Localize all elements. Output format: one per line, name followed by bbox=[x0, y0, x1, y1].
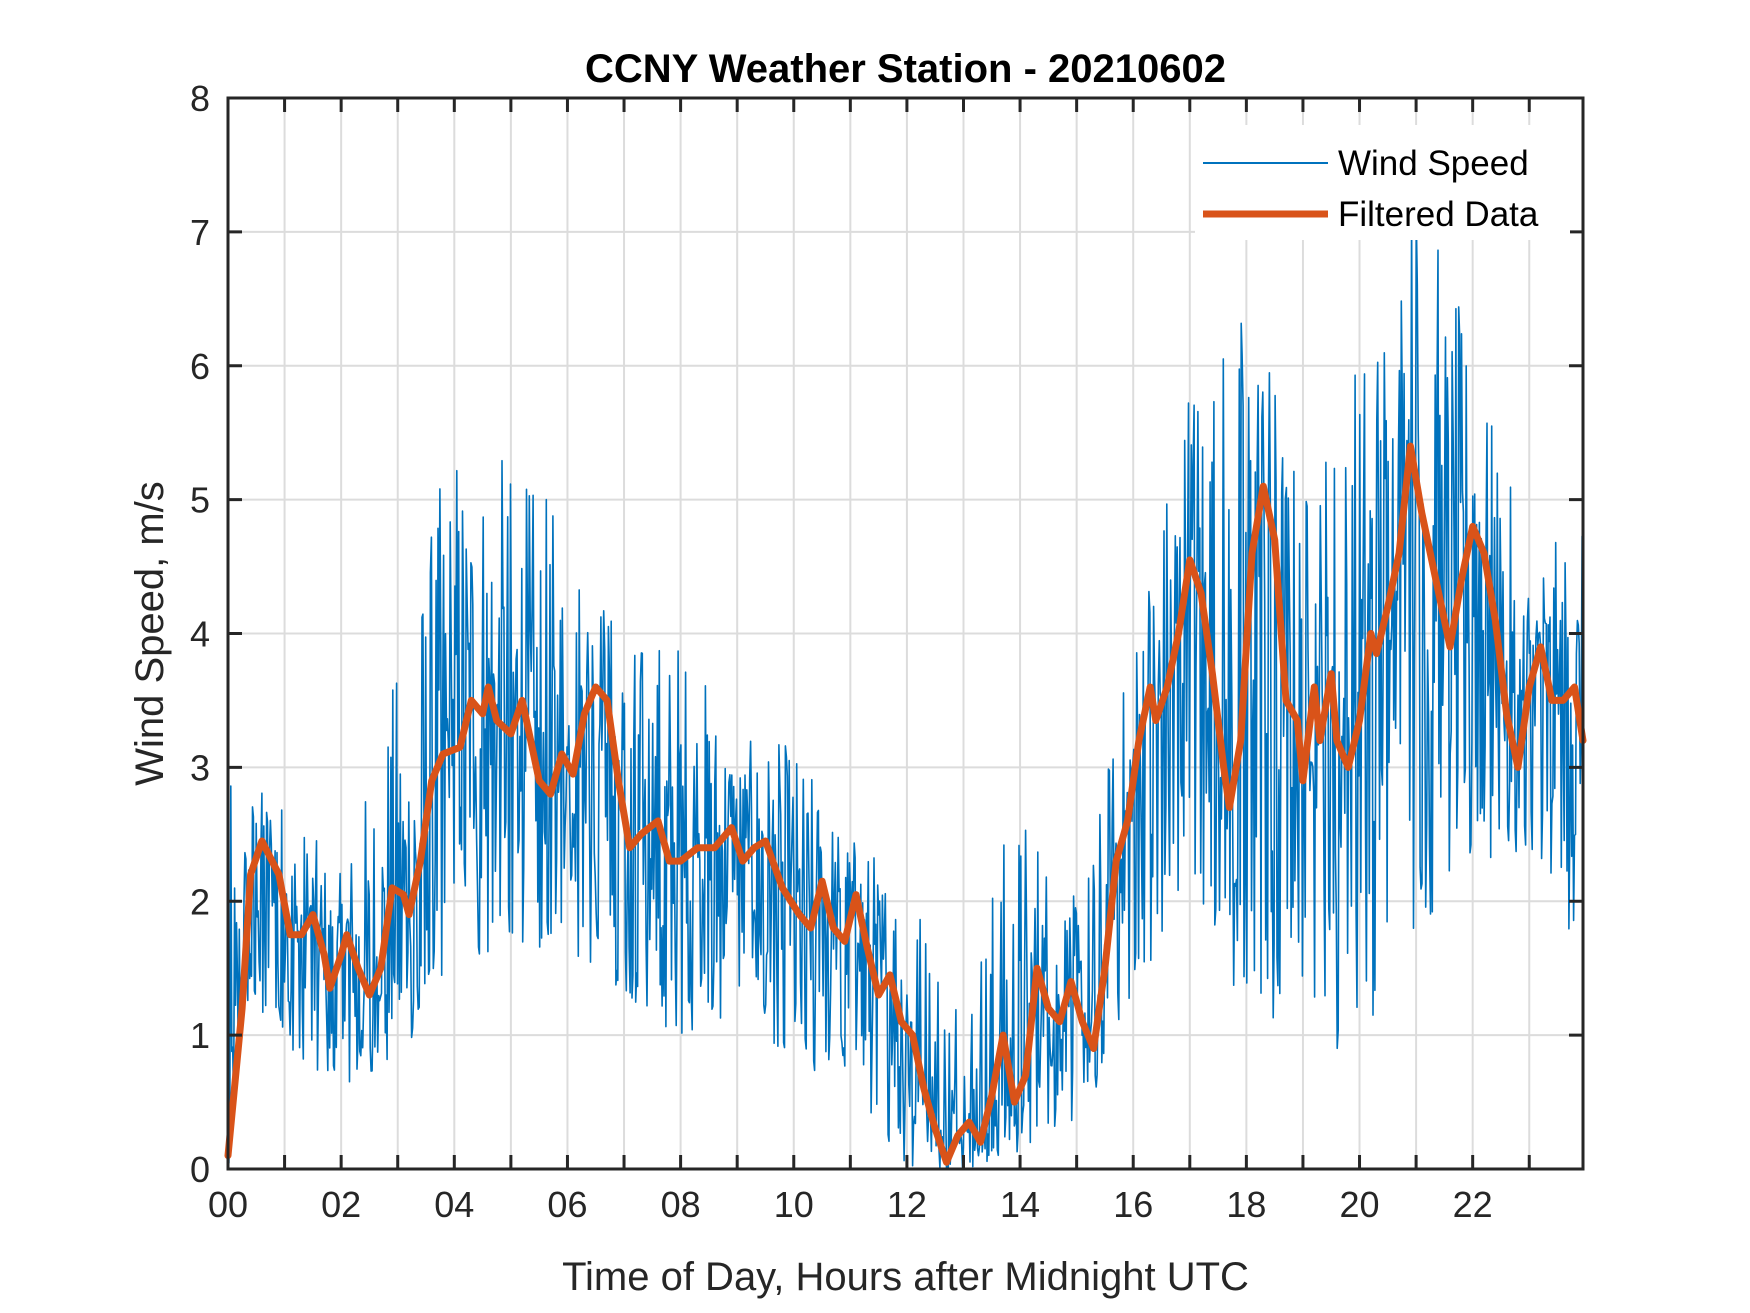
x-tick-label: 20 bbox=[1340, 1184, 1380, 1225]
legend-label-filtered-data: Filtered Data bbox=[1338, 195, 1539, 234]
y-tick-label: 8 bbox=[190, 78, 210, 119]
series-wind-speed bbox=[227, 213, 1584, 1170]
y-tick-label: 7 bbox=[190, 212, 210, 253]
wind-speed-line bbox=[227, 213, 1584, 1170]
x-tick-label: 00 bbox=[208, 1184, 248, 1225]
x-tick-label: 06 bbox=[547, 1184, 587, 1225]
y-tick-label: 1 bbox=[190, 1015, 210, 1056]
x-tick-label: 14 bbox=[1000, 1184, 1040, 1225]
x-tick-label: 04 bbox=[434, 1184, 474, 1225]
x-tick-label: 16 bbox=[1113, 1184, 1153, 1225]
y-tick-label: 5 bbox=[190, 480, 210, 521]
y-axis-label: Wind Speed, m/s bbox=[128, 481, 172, 786]
filtered-data-line bbox=[224, 442, 1587, 1166]
x-axis-label: Time of Day, Hours after Midnight UTC bbox=[562, 1255, 1249, 1299]
y-tick-label: 3 bbox=[190, 747, 210, 788]
y-tick-label: 6 bbox=[190, 346, 210, 387]
x-tick-label: 18 bbox=[1226, 1184, 1266, 1225]
y-tick-label: 2 bbox=[190, 881, 210, 922]
y-tick-label: 0 bbox=[190, 1149, 210, 1190]
legend: Wind Speed Filtered Data bbox=[1195, 125, 1570, 240]
x-tick-label: 08 bbox=[661, 1184, 701, 1225]
legend-background bbox=[1195, 125, 1570, 240]
legend-label-wind-speed: Wind Speed bbox=[1338, 144, 1529, 183]
series-filtered-data bbox=[224, 442, 1587, 1166]
chart-title: CCNY Weather Station - 20210602 bbox=[585, 47, 1226, 91]
x-tick-label: 22 bbox=[1453, 1184, 1493, 1225]
x-tick-label: 02 bbox=[321, 1184, 361, 1225]
x-tick-label: 12 bbox=[887, 1184, 927, 1225]
y-tick-label: 4 bbox=[190, 614, 210, 655]
ticks bbox=[226, 96, 1583, 1171]
x-tick-label: 10 bbox=[774, 1184, 814, 1225]
